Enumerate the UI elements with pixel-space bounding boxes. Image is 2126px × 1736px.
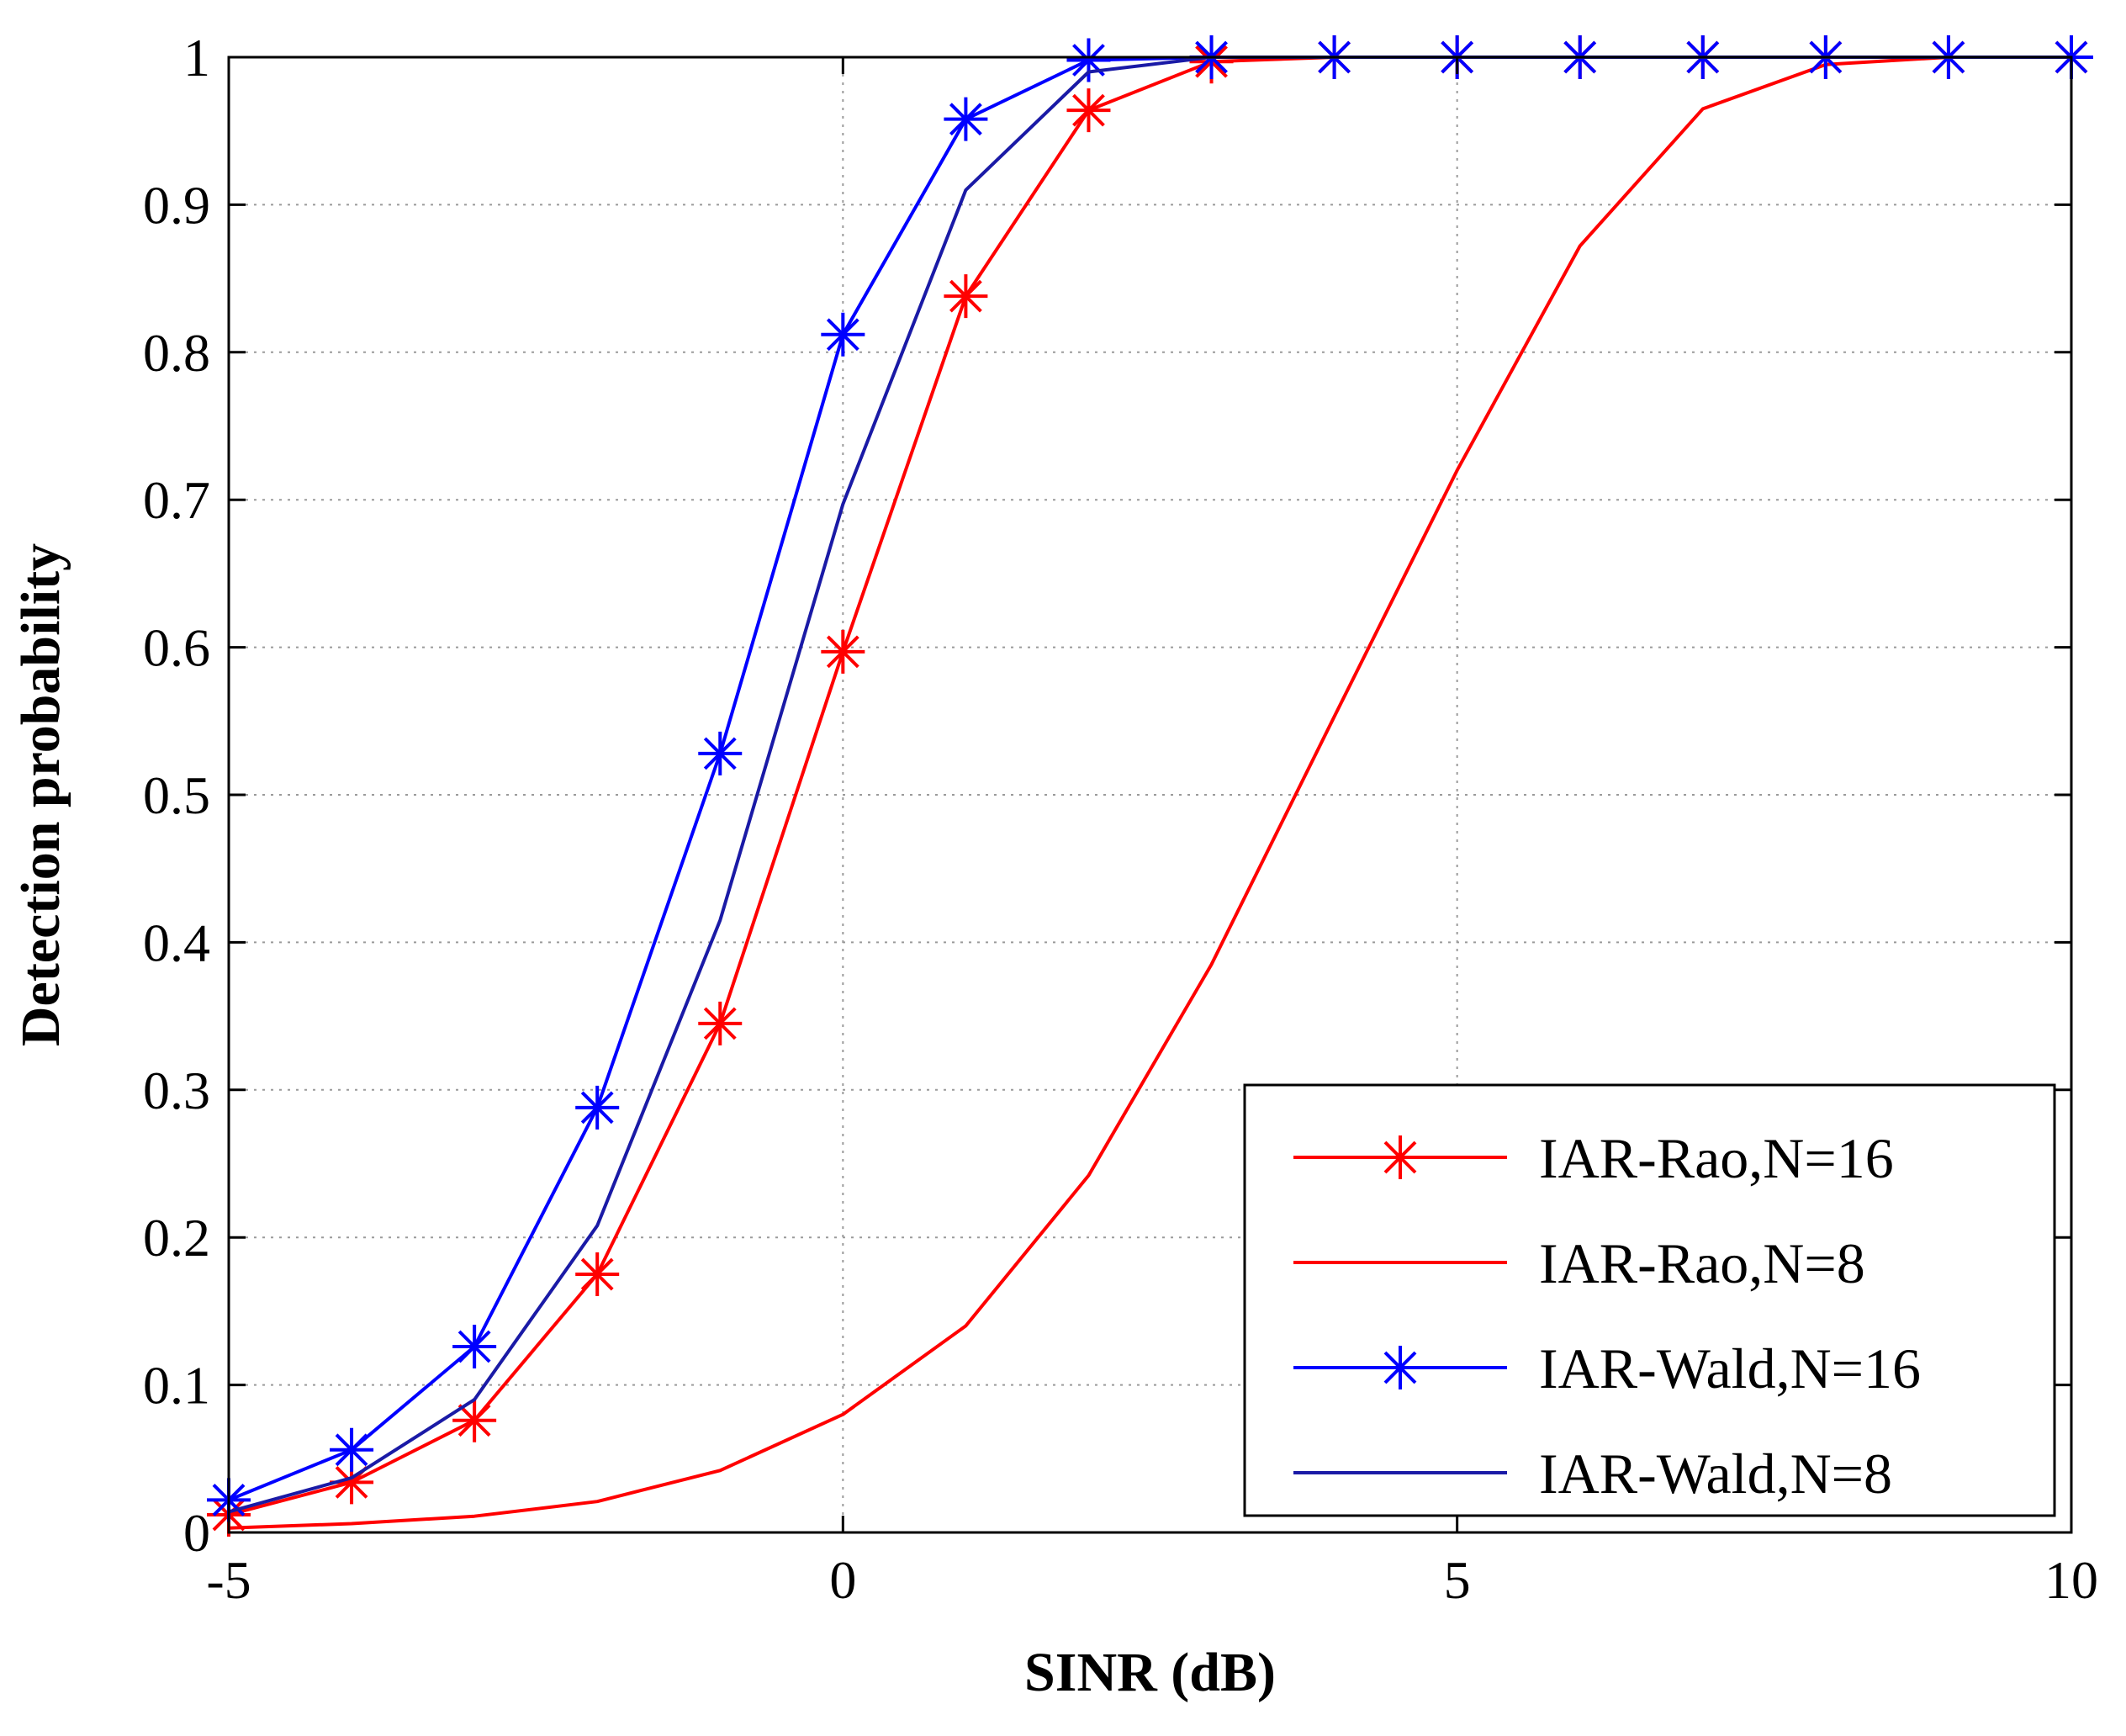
series-line-2 [228, 56, 2071, 1530]
legend-marker-1 [1378, 1135, 1422, 1179]
legend-label-2: IAR-Rao,N=8 [1539, 1231, 1865, 1295]
y-tick-label: 0 [183, 1503, 210, 1563]
x-axis-title: SINR (dB) [1024, 1642, 1276, 1703]
legend-label-1: IAR-Rao,N=16 [1539, 1126, 1894, 1190]
axis-ticks [227, 56, 2073, 1534]
legend: IAR-Rao,N=16 IAR-Rao,N=8 IAR-Wald,N=16 IAR-… [1243, 1083, 2056, 1517]
x-tick-label: 5 [1444, 1550, 1471, 1610]
series-1-point [1066, 88, 1111, 133]
y-axis-title: Detection probability [10, 543, 71, 1046]
x-tick-label: 10 [2044, 1550, 2098, 1610]
legend-label-4: IAR-Wald,N=8 [1539, 1442, 1892, 1506]
series-3-point [330, 1427, 374, 1472]
x-tick-label: -5 [206, 1550, 251, 1610]
y-tick-label: 0.9 [143, 175, 210, 235]
series-3-point [698, 731, 743, 775]
series-3-point [944, 97, 988, 141]
series-1-point [698, 1001, 743, 1045]
y-tick-label: 0.8 [143, 323, 210, 383]
y-tick-label: 0.2 [143, 1208, 210, 1268]
series-1-point [944, 274, 988, 319]
series-1-point [821, 629, 865, 674]
y-tick-label: 0.5 [143, 765, 210, 825]
series-1-point [452, 1398, 497, 1442]
y-tick-label: 0.6 [143, 618, 210, 678]
legend-label-3: IAR-Wald,N=16 [1539, 1336, 1921, 1400]
series-1-point [575, 1252, 620, 1297]
series-3-point [821, 312, 865, 357]
series-3-point [575, 1085, 620, 1130]
y-tick-label: 0.4 [143, 913, 210, 972]
y-tick-label: 0.7 [143, 470, 210, 530]
y-tick-label: 0.3 [143, 1061, 210, 1120]
x-tick-label: 0 [829, 1550, 856, 1610]
y-tick-label: 1 [183, 28, 210, 87]
legend-marker-3 [1378, 1346, 1422, 1389]
series-3-point [452, 1324, 497, 1368]
y-tick-label: 0.1 [143, 1356, 210, 1416]
